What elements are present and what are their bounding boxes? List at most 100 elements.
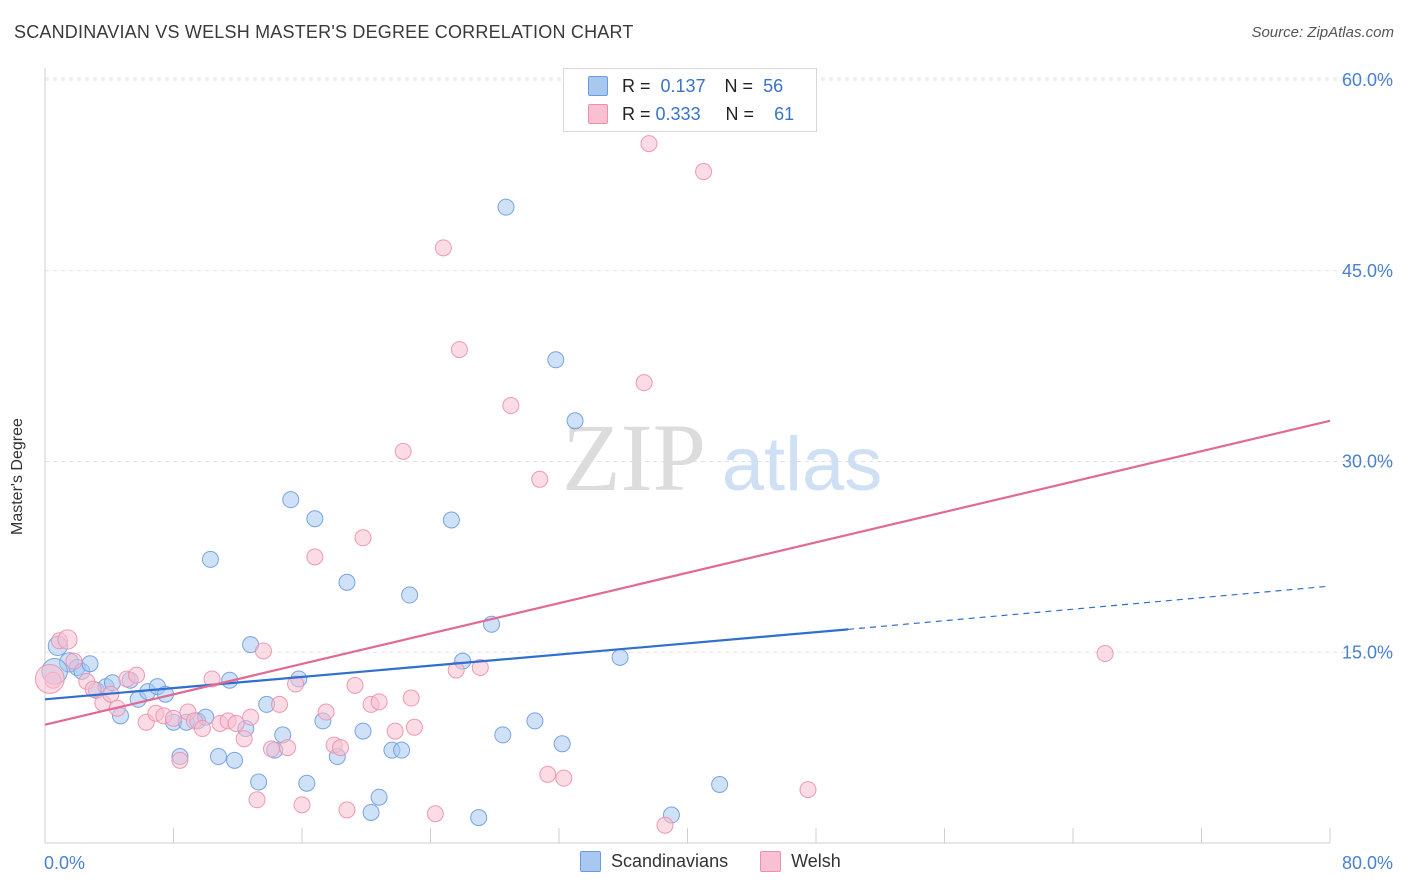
welsh-point <box>405 718 423 736</box>
welsh-point <box>332 739 350 757</box>
scandinavians-point <box>226 751 244 769</box>
tick-labels: 15.0% 30.0% 45.0% 60.0% 0.0% 80.0% <box>44 70 1393 873</box>
welsh-point <box>293 796 311 814</box>
watermark: ZIP atlas <box>562 404 882 511</box>
scandinavians-point <box>209 748 227 766</box>
welsh-point <box>434 239 452 257</box>
welsh-point <box>262 740 280 758</box>
trend-lines <box>44 419 1331 726</box>
scandinavians-point <box>553 735 571 753</box>
welsh-point <box>640 135 658 153</box>
welsh-point <box>402 689 420 707</box>
welsh-point <box>235 730 253 748</box>
scandinavians-point <box>497 198 515 216</box>
welsh-point <box>370 693 388 711</box>
welsh-point <box>171 751 189 769</box>
scandinavians-point <box>526 712 544 730</box>
legend-r-value: 0.137 <box>660 75 706 96</box>
welsh-point <box>531 470 549 488</box>
y-tick-label: 15.0% <box>1342 642 1393 662</box>
welsh-point <box>354 529 372 547</box>
welsh-point <box>450 341 468 359</box>
welsh-point <box>338 801 356 819</box>
welsh-point <box>502 397 520 415</box>
welsh-point <box>346 676 364 694</box>
welsh-point <box>539 765 557 783</box>
legend-label-welsh: Welsh <box>791 851 841 871</box>
welsh-point <box>386 722 404 740</box>
axes <box>44 68 1331 844</box>
welsh-point <box>254 642 272 660</box>
welsh-point <box>248 791 266 809</box>
scandinavians-point <box>711 776 729 794</box>
y-tick-label: 30.0% <box>1342 452 1393 472</box>
x-tick-label: 0.0% <box>44 853 85 873</box>
watermark-zip: ZIP <box>562 404 706 511</box>
legend-swatch-scandinavians <box>580 851 601 872</box>
data-points <box>34 135 1114 834</box>
welsh-point <box>165 709 182 727</box>
scandinavians-point <box>470 809 488 827</box>
legend-swatch-welsh <box>760 851 782 872</box>
legend-row-scandinavians: R = 0.137 N = 56 <box>588 74 783 98</box>
welsh-point <box>426 805 444 823</box>
watermark-atlas: atlas <box>722 422 883 507</box>
welsh-point <box>287 675 305 693</box>
legend-label-scandinavians: Scandinavians <box>611 851 729 871</box>
legend-r-label: R = <box>622 103 651 124</box>
x-tick-label: 80.0% <box>1342 853 1393 873</box>
welsh-point <box>193 720 211 738</box>
scandinavians-point <box>401 586 419 604</box>
legend-swatch-scandinavians <box>588 76 608 96</box>
welsh-point <box>394 442 412 460</box>
welsh-point <box>279 739 297 757</box>
stats-legend: R = 0.137 N = 56 R = 0.333 N = 61 <box>563 68 817 132</box>
scandinavians-point <box>362 803 380 821</box>
scandinavians-point <box>81 655 99 673</box>
legend-row-welsh: R = 0.333 N = 61 <box>588 102 794 126</box>
welsh-point <box>128 666 146 684</box>
welsh-point <box>203 670 221 688</box>
legend-n-label: N = <box>724 75 754 96</box>
welsh-point <box>695 163 713 181</box>
welsh-point <box>57 629 78 650</box>
y-tick-label: 60.0% <box>1342 70 1393 90</box>
welsh-point <box>447 661 465 679</box>
series-legend: Scandinavians Welsh <box>580 851 873 872</box>
scandinavians-point <box>306 510 324 528</box>
scandinavians-point <box>442 511 460 529</box>
scandinavians-point <box>282 491 300 509</box>
welsh-point <box>84 680 102 698</box>
welsh-point <box>317 703 335 721</box>
scandinavians-point <box>354 722 372 740</box>
legend-n-value: 56 <box>763 75 784 96</box>
legend-swatch-welsh <box>588 104 608 124</box>
welsh-point <box>555 769 573 787</box>
scandinavians-point <box>201 550 219 568</box>
scandinavians-point <box>611 648 629 666</box>
y-tick-label: 45.0% <box>1342 261 1393 281</box>
welsh-point <box>34 664 65 694</box>
welsh-point <box>635 374 653 392</box>
legend-item-scandinavians: Scandinavians <box>580 851 728 872</box>
scandinavians-trend-line <box>44 628 849 701</box>
welsh-point <box>1096 645 1114 663</box>
legend-n-value: 61 <box>774 103 795 124</box>
legend-r-label: R = <box>622 75 651 96</box>
source-label: Source: ZipAtlas.com <box>1251 24 1394 41</box>
legend-r-value: 0.333 <box>655 103 701 124</box>
welsh-trend-line <box>44 419 1331 726</box>
legend-n-label: N = <box>725 103 755 124</box>
welsh-point <box>656 816 674 834</box>
scandinavians-point <box>338 573 356 591</box>
scandinavians-point <box>298 774 316 792</box>
scandinavians-point <box>370 788 388 806</box>
scandinavians-trend-extension <box>848 585 1331 630</box>
scandinavians-point <box>494 726 512 744</box>
scandinavians-point <box>250 773 268 791</box>
welsh-point <box>242 708 260 726</box>
scandinavians-point <box>547 351 565 369</box>
welsh-point <box>306 548 324 566</box>
welsh-point <box>65 652 83 670</box>
